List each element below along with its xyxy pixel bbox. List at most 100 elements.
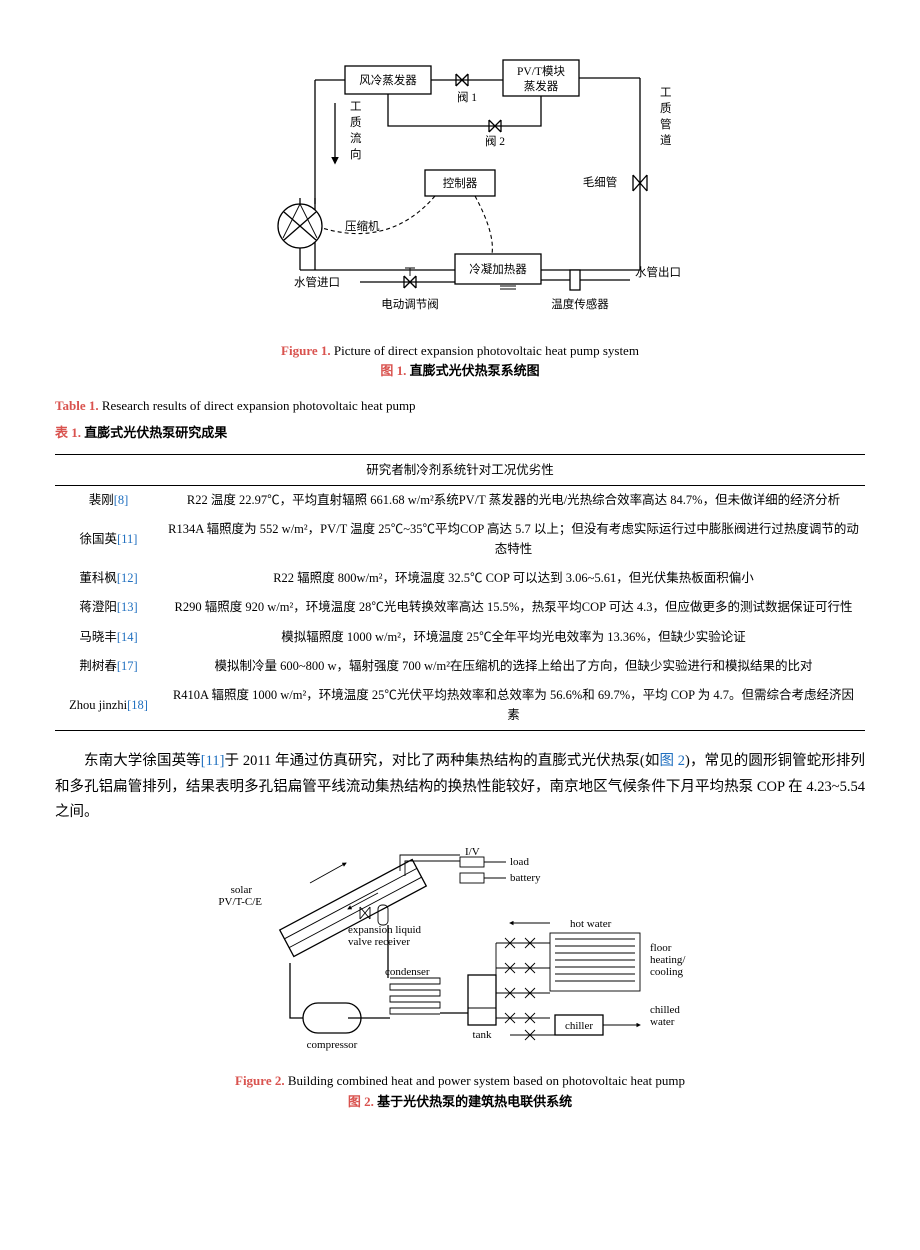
- label-flow3: 流: [350, 131, 362, 145]
- researcher-cell: 董科枫[12]: [55, 564, 162, 593]
- researcher-cell: 蒋澄阳[13]: [55, 593, 162, 622]
- label-flow1: 工: [350, 101, 362, 113]
- p-text-b: 于 2011 年通过仿真研究，对比了两种集热结构的直膨式光伏热泵(如: [224, 753, 659, 769]
- figure-2-text-en: Building combined heat and power system …: [285, 1073, 685, 1088]
- table-1-label-en: Table 1.: [55, 398, 99, 413]
- label-solar1: solar: [231, 884, 253, 896]
- researcher-cell: 徐国英[11]: [55, 515, 162, 564]
- table-row: 荆树春[17]模拟制冷量 600~800 w，辐射强度 700 w/m²在压缩机…: [55, 652, 865, 681]
- figure-1-label-zh: 图 1.: [380, 363, 406, 378]
- label-valve2: 阀 2: [485, 134, 505, 148]
- figure-1-text-zh: 直膨式光伏热泵系统图: [406, 363, 539, 378]
- figure-1-caption-en: Figure 1. Picture of direct expansion ph…: [55, 341, 865, 362]
- ref-link[interactable]: [18]: [127, 698, 148, 712]
- label-iv: I/V: [465, 846, 480, 858]
- researcher-name: 荆树春: [79, 659, 117, 673]
- researcher-name: 马晓丰: [79, 630, 117, 644]
- figure-2: solar PV/T-C/E I/V load battery expansio…: [55, 843, 865, 1112]
- researcher-cell: 裴刚[8]: [55, 485, 162, 515]
- researcher-name: 蒋澄阳: [79, 600, 117, 614]
- label-air-evap: 风冷蒸发器: [359, 73, 417, 87]
- label-pvt1: PV/T模块: [517, 65, 565, 78]
- fig-link-2[interactable]: 图 2: [659, 753, 685, 769]
- figure-1-label-en: Figure 1.: [281, 343, 331, 358]
- result-cell: R290 辐照度 920 w/m²，环境温度 28℃光电转换效率高达 15.5%…: [162, 593, 865, 622]
- label-hot: hot water: [570, 918, 612, 930]
- label-battery: battery: [510, 872, 541, 884]
- figure-2-label-en: Figure 2.: [235, 1073, 285, 1088]
- ref-link[interactable]: [17]: [117, 659, 138, 673]
- label-tank: tank: [473, 1029, 492, 1041]
- ref-link[interactable]: [14]: [117, 630, 138, 644]
- table-row: 蒋澄阳[13]R290 辐照度 920 w/m²，环境温度 28℃光电转换效率高…: [55, 593, 865, 622]
- label-water-out: 水管出口: [635, 265, 680, 279]
- label-flow2: 质: [350, 116, 362, 129]
- p-text-a: 东南大学徐国英等: [84, 753, 201, 769]
- researcher-name: Zhou jinzhi: [69, 698, 127, 712]
- ref-link-11[interactable]: [11]: [201, 753, 225, 769]
- researcher-cell: 马晓丰[14]: [55, 623, 162, 652]
- label-pvt2: 蒸发器: [524, 79, 559, 93]
- label-pipe3: 管: [660, 117, 672, 131]
- label-floor2: heating/: [650, 954, 686, 966]
- table-row: 裴刚[8]R22 温度 22.97℃，平均直射辐照 661.68 w/m²系统P…: [55, 485, 865, 515]
- ref-link[interactable]: [12]: [117, 571, 138, 585]
- label-pipe1: 工: [660, 87, 672, 99]
- label-exp2: valve receiver: [348, 936, 410, 948]
- figure-2-label-zh: 图 2.: [348, 1094, 374, 1109]
- label-solar2: PV/T-C/E: [218, 896, 262, 908]
- label-pipe2: 质: [660, 102, 672, 115]
- label-flow4: 向: [350, 147, 362, 161]
- label-compressor: 压缩机: [345, 219, 380, 233]
- table-1: 研究者制冷剂系统针对工况优劣性 裴刚[8]R22 温度 22.97℃，平均直射辐…: [55, 454, 865, 731]
- label-pipe4: 道: [660, 133, 672, 147]
- table-1-header: 研究者制冷剂系统针对工况优劣性: [55, 454, 865, 485]
- label-valve-elec: 电动调节阀: [381, 297, 439, 311]
- label-chilled2: water: [650, 1016, 675, 1028]
- figure-2-text-zh: 基于光伏热泵的建筑热电联供系统: [374, 1094, 572, 1109]
- label-chilled1: chilled: [650, 1004, 680, 1016]
- figure-1-diagram: 风冷蒸发器 PV/T模块 蒸发器 阀 1 工 质 流 向 阀 2: [240, 48, 680, 335]
- result-cell: R22 温度 22.97℃，平均直射辐照 661.68 w/m²系统PV/T 蒸…: [162, 485, 865, 515]
- label-temp-sensor: 温度传感器: [551, 297, 609, 311]
- table-row: 马晓丰[14]模拟辐照度 1000 w/m²，环境温度 25℃全年平均光电效率为…: [55, 623, 865, 652]
- label-floor1: floor: [650, 942, 672, 954]
- table-row: Zhou jinzhi[18]R410A 辐照度 1000 w/m²，环境温度 …: [55, 681, 865, 730]
- figure-2-caption-en: Figure 2. Building combined heat and pow…: [55, 1071, 865, 1092]
- label-load: load: [510, 856, 529, 868]
- researcher-name: 董科枫: [79, 571, 117, 585]
- figure-1-text-en: Picture of direct expansion photovoltaic…: [331, 343, 639, 358]
- label-capillary: 毛细管: [583, 175, 618, 189]
- figure-2-diagram: solar PV/T-C/E I/V load battery expansio…: [210, 843, 710, 1065]
- body-paragraph: 东南大学徐国英等[11]于 2011 年通过仿真研究，对比了两种集热结构的直膨式…: [55, 749, 865, 825]
- table-row: 董科枫[12]R22 辐照度 800w/m²，环境温度 32.5℃ COP 可以…: [55, 564, 865, 593]
- researcher-name: 徐国英: [80, 532, 118, 546]
- table-1-title-zh: 表 1. 直膨式光伏热泵研究成果: [55, 423, 865, 444]
- label-controller: 控制器: [443, 176, 478, 190]
- table-1-text-zh: 直膨式光伏热泵研究成果: [81, 425, 227, 440]
- table-1-text-en: Research results of direct expansion pho…: [99, 398, 416, 413]
- table-1-title-en: Table 1. Research results of direct expa…: [55, 396, 865, 417]
- table-row: 徐国英[11]R134A 辐照度为 552 w/m²，PV/T 温度 25℃~3…: [55, 515, 865, 564]
- figure-2-caption-zh: 图 2. 基于光伏热泵的建筑热电联供系统: [55, 1092, 865, 1113]
- label-valve1: 阀 1: [457, 90, 477, 104]
- result-cell: 模拟制冷量 600~800 w，辐射强度 700 w/m²在压缩机的选择上给出了…: [162, 652, 865, 681]
- result-cell: R134A 辐照度为 552 w/m²，PV/T 温度 25℃~35℃平均COP…: [162, 515, 865, 564]
- figure-1: 风冷蒸发器 PV/T模块 蒸发器 阀 1 工 质 流 向 阀 2: [55, 48, 865, 382]
- figure-1-caption-zh: 图 1. 直膨式光伏热泵系统图: [55, 361, 865, 382]
- label-chiller: chiller: [565, 1020, 593, 1032]
- label-compressor2: compressor: [307, 1039, 358, 1051]
- label-condenser: condenser: [385, 966, 430, 978]
- researcher-cell: 荆树春[17]: [55, 652, 162, 681]
- result-cell: R410A 辐照度 1000 w/m²，环境温度 25℃光伏平均热效率和总效率为…: [162, 681, 865, 730]
- table-1-label-zh: 表 1.: [55, 425, 81, 440]
- ref-link[interactable]: [13]: [117, 600, 138, 614]
- researcher-name: 裴刚: [89, 493, 114, 507]
- label-cond: 冷凝加热器: [469, 262, 527, 276]
- ref-link[interactable]: [11]: [117, 532, 137, 546]
- result-cell: R22 辐照度 800w/m²，环境温度 32.5℃ COP 可以达到 3.06…: [162, 564, 865, 593]
- ref-link[interactable]: [8]: [114, 493, 129, 507]
- label-floor3: cooling: [650, 966, 683, 978]
- researcher-cell: Zhou jinzhi[18]: [55, 681, 162, 730]
- label-exp1: expansion liquid: [348, 924, 422, 936]
